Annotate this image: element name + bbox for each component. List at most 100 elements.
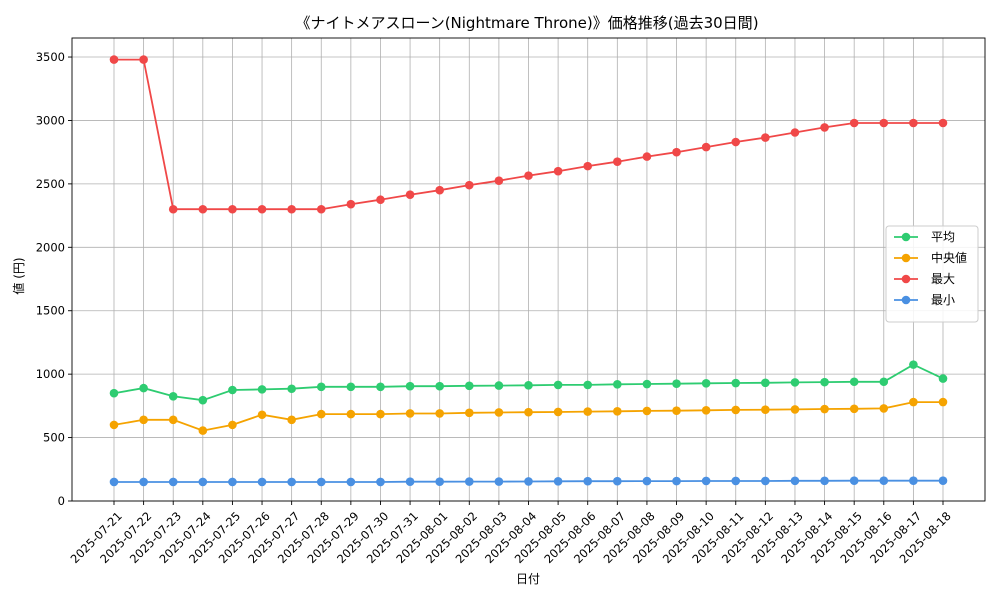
data-point [938,118,948,128]
data-point [405,381,415,391]
chart-title: 《ナイトメアスローン(Nightmare Throne)》価格推移(過去30日間… [295,14,758,32]
data-point [376,409,385,419]
data-point [139,415,148,425]
data-point [909,360,918,369]
data-point [701,406,711,415]
series-1 [109,397,948,435]
data-point [139,55,148,64]
legend-item: 最小 [894,293,955,307]
y-axis-label: 値 (円) [11,257,26,294]
data-point [109,477,119,487]
data-point [731,476,741,486]
data-point [909,118,918,128]
data-point [346,199,356,209]
data-point [494,408,504,417]
series-2 [109,55,948,214]
data-point [761,405,770,414]
data-point [731,405,741,415]
data-point [820,377,829,387]
data-point [701,142,711,152]
data-point [613,379,622,389]
data-point [139,477,148,487]
data-point [761,133,770,142]
data-point [938,476,948,486]
y-tick-label: 2500 [36,177,65,191]
data-point [790,128,800,137]
data-point [376,195,385,205]
data-point [494,176,504,186]
data-point [642,406,652,416]
data-point [672,476,681,486]
data-point [672,406,681,415]
data-point [672,147,681,157]
data-point [287,415,296,425]
series-3 [109,476,948,487]
data-point [168,204,178,214]
data-point [257,385,267,394]
data-point [820,404,829,414]
y-axis: 0 500 1000 1500 2000 2500 3000 3500 [36,50,72,508]
legend-label: 最小 [931,293,955,307]
data-point [346,382,356,392]
data-point [405,477,415,487]
y-tick-label: 0 [58,494,65,508]
data-point [464,381,474,391]
data-point [316,477,326,487]
data-point [553,477,563,486]
data-point [316,382,326,392]
data-point [494,381,504,390]
data-point [731,378,741,388]
data-point [553,166,563,176]
data-point [583,476,593,486]
data-point [524,477,533,486]
data-point [287,477,296,487]
legend-marker [901,295,911,305]
data-point [938,397,948,407]
data-point [109,420,119,430]
data-point [376,477,385,487]
data-point [849,404,859,414]
data-point [405,409,415,418]
data-point [257,204,267,214]
y-tick-label: 2000 [36,240,65,254]
data-point [613,407,622,416]
y-tick-label: 1500 [36,304,65,318]
data-point [346,409,356,419]
data-point [198,204,208,214]
legend-label: 最大 [931,272,955,286]
y-tick-label: 500 [43,431,65,445]
data-point [109,55,119,64]
data-point [316,204,326,214]
data-point [524,171,533,180]
legend-label: 中央値 [931,250,967,265]
data-point [761,378,770,388]
data-point [435,477,444,487]
data-point [879,404,889,413]
data-point [820,476,829,486]
data-point [909,476,918,486]
data-point [464,477,474,486]
series-0 [109,360,948,405]
data-point [287,204,296,214]
data-point [849,377,859,387]
data-point [672,379,681,388]
data-point [524,381,533,390]
data-point [435,381,444,391]
data-point [198,395,208,405]
grid [72,38,985,502]
data-point [109,388,119,398]
legend-label: 平均 [931,230,955,244]
data-point [613,476,622,486]
data-point [168,477,178,487]
data-point [524,407,533,417]
data-point [198,477,208,487]
data-point [583,380,593,390]
data-point [849,476,859,486]
data-point [376,382,385,392]
data-point [583,161,593,171]
data-point [701,378,711,388]
x-axis-label: 日付 [516,572,540,586]
data-point [316,409,326,419]
data-point [790,378,800,387]
